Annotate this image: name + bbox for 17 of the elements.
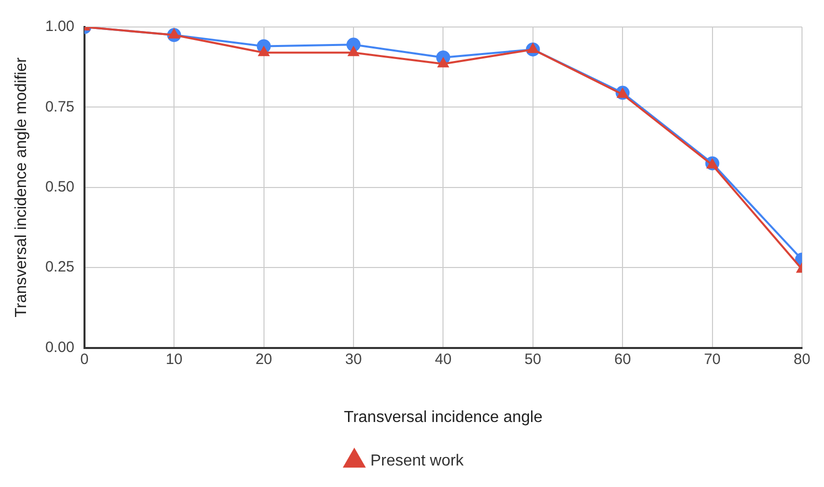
y-tick-label: 0.00 <box>45 338 74 356</box>
y-tick-label: 1.00 <box>45 18 74 36</box>
y-tick-label: 0.25 <box>45 258 74 276</box>
x-tick-label: 40 <box>434 350 452 368</box>
x-tick-label: 30 <box>345 350 362 368</box>
x-tick-label: 50 <box>524 350 542 368</box>
x-tick-label: 20 <box>255 350 272 368</box>
x-tick-label: 0 <box>80 350 89 368</box>
x-tick-label: 10 <box>166 350 182 368</box>
legend-label: Present work <box>370 452 465 470</box>
y-tick-label: 0.75 <box>45 98 74 116</box>
x-tick-label: 80 <box>794 350 810 368</box>
x-tick-label: 70 <box>704 350 721 368</box>
x-axis-title: Transversal incidence angle <box>344 408 543 426</box>
y-tick-label: 0.50 <box>45 178 74 196</box>
x-tick-label: 60 <box>614 350 631 368</box>
y-axis-title: Transversal incidence angle modifier <box>13 56 30 318</box>
